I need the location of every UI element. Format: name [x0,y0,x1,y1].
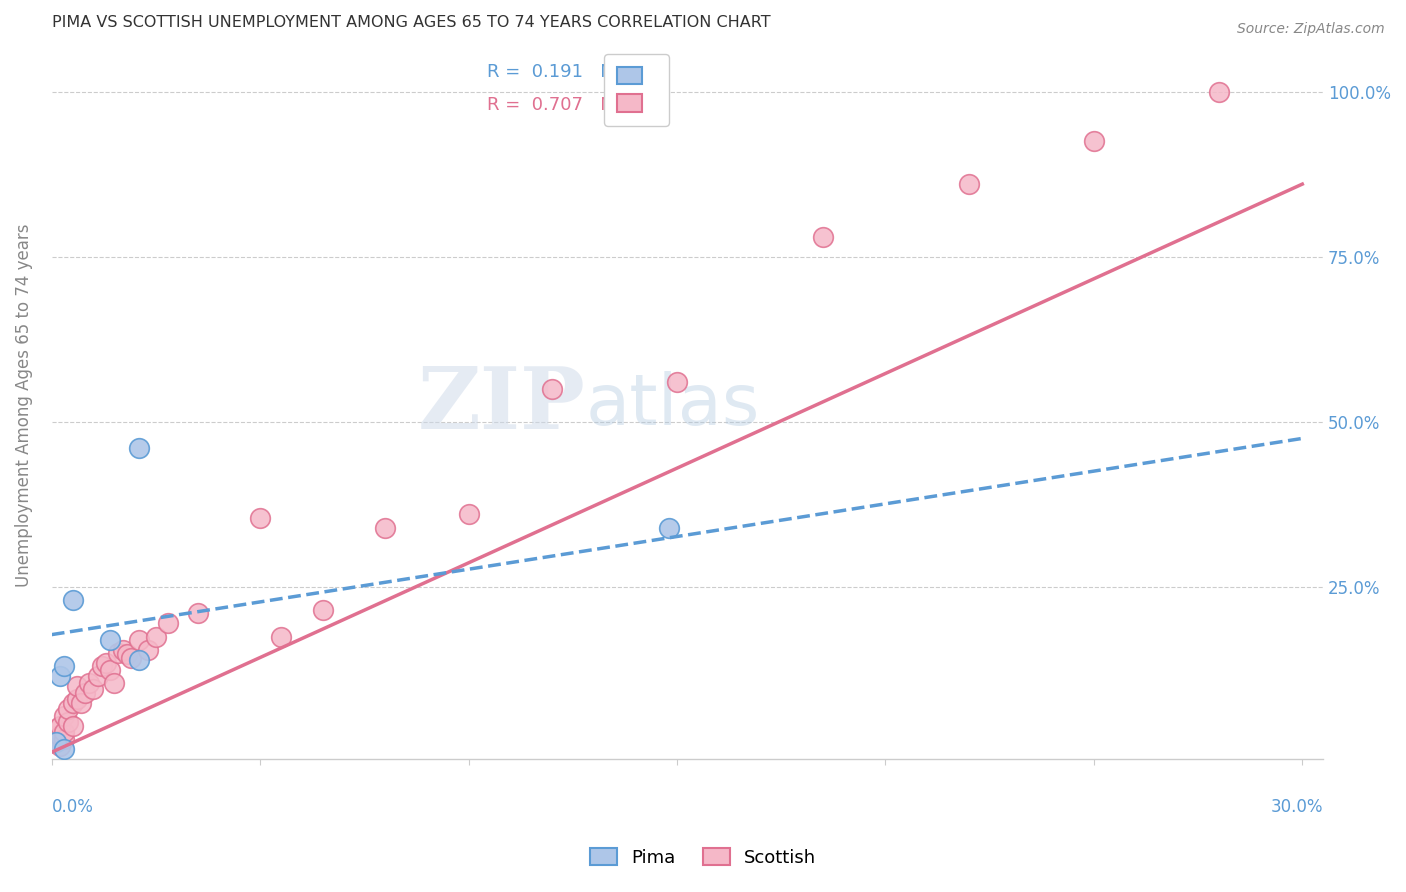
Point [62,719,84,733]
Point [86,669,108,683]
Point [128,442,150,456]
Point [312,603,335,617]
Point [270,630,292,644]
Point [62,696,84,710]
Point [53,731,76,746]
Text: R =  0.707   N = 44: R = 0.707 N = 44 [486,96,662,114]
Point [94,656,117,670]
Point [98,663,121,677]
Point [128,632,150,647]
Point [115,648,138,662]
Point [82,682,104,697]
Point [128,653,150,667]
Point [666,376,689,390]
Text: atlas: atlas [586,371,761,440]
Text: R =  0.191   N =  9: R = 0.191 N = 9 [486,63,657,81]
Point [187,607,209,621]
Text: 0.0%: 0.0% [52,797,94,815]
Point [157,616,180,631]
Text: 30.0%: 30.0% [1271,797,1323,815]
Y-axis label: Unemployment Among Ages 65 to 74 years: Unemployment Among Ages 65 to 74 years [15,224,32,587]
Point [90,659,112,673]
Point [374,520,396,534]
Point [249,510,271,524]
Point [145,630,167,644]
Point [49,739,72,753]
Point [66,679,89,693]
Point [49,729,72,743]
Point [58,702,80,716]
Point [53,725,76,739]
Point [49,719,72,733]
Point [811,230,834,244]
Point [45,735,67,749]
Point [457,508,479,522]
Point [66,692,89,706]
Point [1083,134,1105,148]
Point [136,642,159,657]
Text: Source: ZipAtlas.com: Source: ZipAtlas.com [1237,22,1385,37]
Point [658,520,681,534]
Point [1208,85,1230,99]
Point [49,669,72,683]
Point [111,642,134,657]
Text: ZIP: ZIP [418,363,586,448]
Point [103,675,125,690]
Point [107,646,129,660]
Point [541,382,564,396]
Point [53,709,76,723]
Point [53,742,76,756]
Point [77,675,100,690]
Legend: , : , [605,54,669,126]
Point [45,729,67,743]
Point [53,659,76,673]
Point [58,715,80,730]
Point [45,735,67,749]
Point [70,696,93,710]
Point [45,722,67,736]
Point [120,651,142,665]
Legend: Pima, Scottish: Pima, Scottish [582,841,824,874]
Text: PIMA VS SCOTTISH UNEMPLOYMENT AMONG AGES 65 TO 74 YEARS CORRELATION CHART: PIMA VS SCOTTISH UNEMPLOYMENT AMONG AGES… [52,15,770,30]
Point [62,593,84,607]
Point [98,632,121,647]
Point [957,177,980,191]
Point [75,686,97,700]
